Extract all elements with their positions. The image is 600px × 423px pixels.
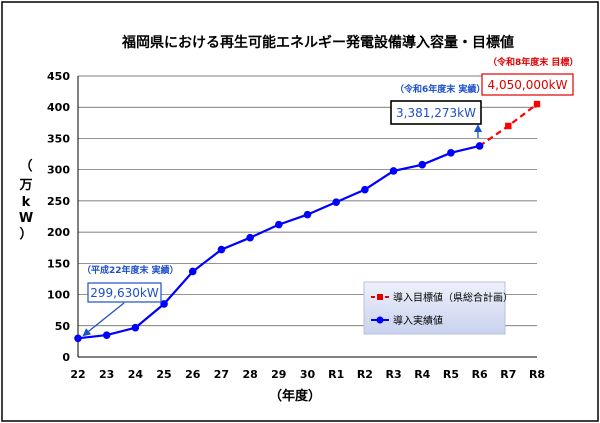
x-tick-labels: 22 23 24 25 26 27 28 29 30 R1 R2 R3 R4 R5 R6 R7 R8 <box>70 368 545 381</box>
x-tick-label: R2 <box>357 368 373 381</box>
y-tick-label: 50 <box>55 320 71 333</box>
x-tick-label: R3 <box>386 368 402 381</box>
annotation-h22: （平成22年度末 実績） 299,630kW <box>82 264 179 337</box>
axes <box>77 76 537 358</box>
annotation-r6: （令和6年度末 実績） 3,381,273kW <box>390 83 485 138</box>
data-point-actual <box>275 220 283 229</box>
y-tick-label: 400 <box>47 101 70 114</box>
data-point-actual <box>217 245 226 254</box>
y-axis-label-char: k <box>22 195 31 210</box>
x-tick-label: 29 <box>271 368 286 381</box>
legend: 導入目標値（県総合計画） 導入実績値 <box>363 281 513 335</box>
x-tick-label: R8 <box>529 368 545 381</box>
data-point-target <box>505 122 512 130</box>
y-tick-label: 100 <box>47 289 70 302</box>
y-tick-label: 250 <box>47 195 70 208</box>
data-point-actual <box>131 323 140 332</box>
y-axis-label-char: ） <box>19 226 32 242</box>
annotation-r8-value: 4,050,000kW <box>488 78 568 92</box>
annotation-h22-box <box>87 282 162 303</box>
annotation-r8: （令和8年度末 目標） 4,050,000kW <box>481 56 578 96</box>
data-point-actual <box>332 198 340 206</box>
data-point-target <box>533 100 541 108</box>
y-tick-label: 300 <box>47 164 70 177</box>
annotation-r6-box <box>390 100 482 125</box>
legend-actual-marker <box>376 316 384 324</box>
x-axis-label: （年度） <box>269 388 321 404</box>
x-tick-label: R7 <box>500 368 516 381</box>
data-point-actual <box>188 267 197 276</box>
annotation-h22-value: 299,630kW <box>90 286 159 300</box>
data-point-actual <box>303 210 312 219</box>
y-axis-label-char: （ <box>19 158 32 174</box>
x-tick-label: 25 <box>156 368 171 381</box>
annotation-r6-label: （令和6年度末 実績） <box>395 83 485 95</box>
data-point-actual <box>475 142 484 150</box>
y-tick-label: 350 <box>47 132 70 145</box>
data-point-actual <box>246 233 254 242</box>
legend-box <box>363 281 506 335</box>
legend-actual-label: 導入実績値 <box>393 314 443 327</box>
x-tick-label: 30 <box>300 368 316 381</box>
data-point-actual <box>160 300 168 308</box>
x-tick-label: 26 <box>185 368 201 381</box>
x-tick-label: R1 <box>328 368 344 381</box>
y-tick-label: 0 <box>62 351 70 364</box>
x-tick-label: R4 <box>414 368 430 381</box>
x-tick-label: 24 <box>128 368 144 381</box>
x-tick-label: 22 <box>70 368 85 381</box>
y-axis-label-char: 万 <box>18 178 32 193</box>
data-point-actual <box>102 331 111 339</box>
y-axis-label-char: W <box>19 211 33 226</box>
data-point-actual <box>361 185 369 194</box>
x-tick-label: 23 <box>99 368 114 381</box>
x-tick-label: R5 <box>443 368 459 381</box>
legend-target-label: 導入目標値（県総合計画） <box>393 291 513 304</box>
x-tick-label: R6 <box>472 368 488 381</box>
data-point-actual <box>447 149 455 157</box>
y-tick-labels: 0 50 100 150 200 250 300 350 400 450 <box>47 70 70 364</box>
y-tick-label: 150 <box>47 257 70 270</box>
annotation-r6-value: 3,381,273kW <box>396 106 476 120</box>
chart-title: 福岡県における再生可能エネルギー発電設備導入容量・目標値 <box>121 34 514 51</box>
y-tick-label: 200 <box>47 226 70 239</box>
annotation-r8-box <box>481 73 574 96</box>
x-tick-label: 27 <box>214 368 229 381</box>
data-point-actual <box>418 160 427 169</box>
annotation-h22-label: （平成22年度末 実績） <box>82 264 179 276</box>
annotation-h22-arrow <box>82 302 125 337</box>
annotation-r8-label: （令和8年度末 目標） <box>488 56 578 68</box>
x-tick-label: 28 <box>242 368 257 381</box>
y-tick-label: 450 <box>47 70 70 83</box>
legend-target-marker <box>377 294 383 300</box>
data-point-actual <box>389 167 398 175</box>
y-axis-label: （ 万kW） <box>18 158 33 242</box>
data-point-actual <box>74 334 82 343</box>
series-group <box>74 100 541 343</box>
